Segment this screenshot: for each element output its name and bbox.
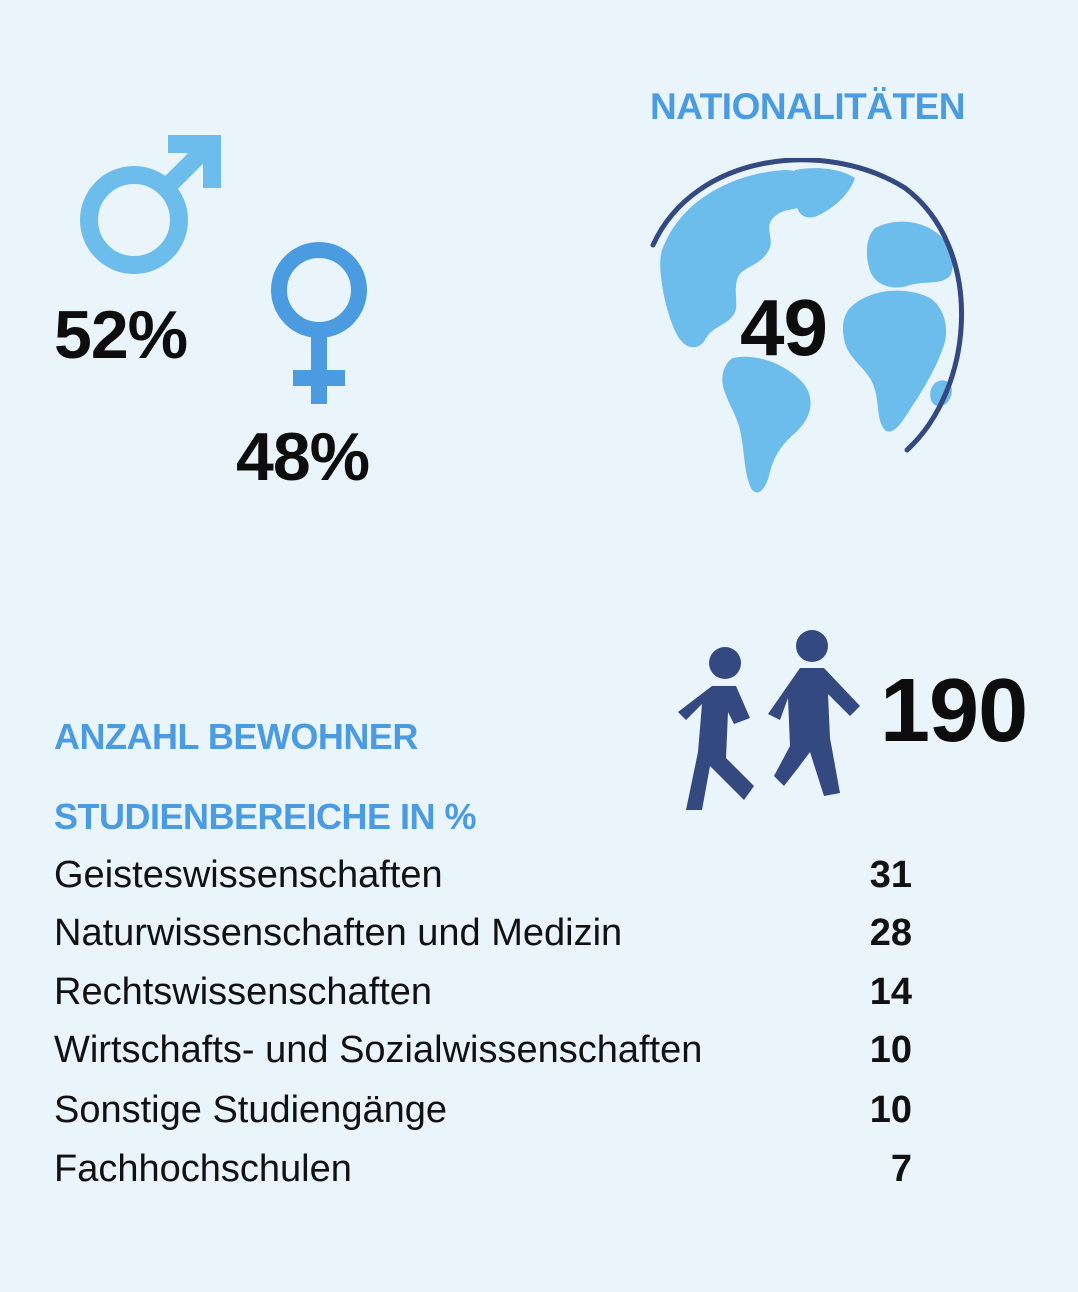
study-field-value: 10: [869, 1088, 912, 1131]
nationalities-count: 49: [740, 283, 828, 372]
study-field-label: Wirtschafts- und Sozialwissenschaften: [54, 1028, 703, 1071]
male-symbol-icon: [80, 135, 221, 274]
table-row: Geisteswissenschaften 31: [54, 846, 912, 904]
study-field-label: Geisteswissenschaften: [54, 853, 443, 896]
study-fields-heading: STUDIENBEREICHE IN %: [54, 796, 477, 837]
study-field-value: 31: [869, 853, 912, 896]
residents-heading: ANZAHL BEWOHNER: [54, 716, 418, 757]
study-field-value: 14: [869, 970, 912, 1013]
table-row: Naturwissenschaften und Medizin 28: [54, 904, 912, 962]
female-symbol-icon: [271, 242, 367, 404]
table-row: Sonstige Studiengänge 10: [54, 1081, 912, 1139]
table-row: Wirtschafts- und Sozialwissenschaften 10: [54, 1021, 912, 1079]
female-percent: 48%: [236, 419, 370, 495]
study-field-value: 28: [869, 911, 912, 954]
table-row: Rechtswissenschaften 14: [54, 963, 912, 1021]
male-percent: 52%: [54, 297, 188, 373]
nationalities-heading: NATIONALITÄTEN: [650, 86, 966, 127]
study-field-value: 10: [869, 1028, 912, 1071]
globe-icon: [650, 158, 965, 493]
residents-count: 190: [880, 661, 1028, 761]
walking-people-icon: [678, 630, 860, 810]
study-field-value: 7: [890, 1147, 912, 1190]
study-field-label: Rechtswissenschaften: [54, 970, 433, 1013]
study-field-label: Fachhochschulen: [54, 1147, 352, 1190]
study-field-label: Sonstige Studiengänge: [54, 1088, 447, 1131]
study-field-label: Naturwissenschaften und Medizin: [54, 911, 623, 954]
table-row: Fachhochschulen 7: [54, 1140, 912, 1198]
